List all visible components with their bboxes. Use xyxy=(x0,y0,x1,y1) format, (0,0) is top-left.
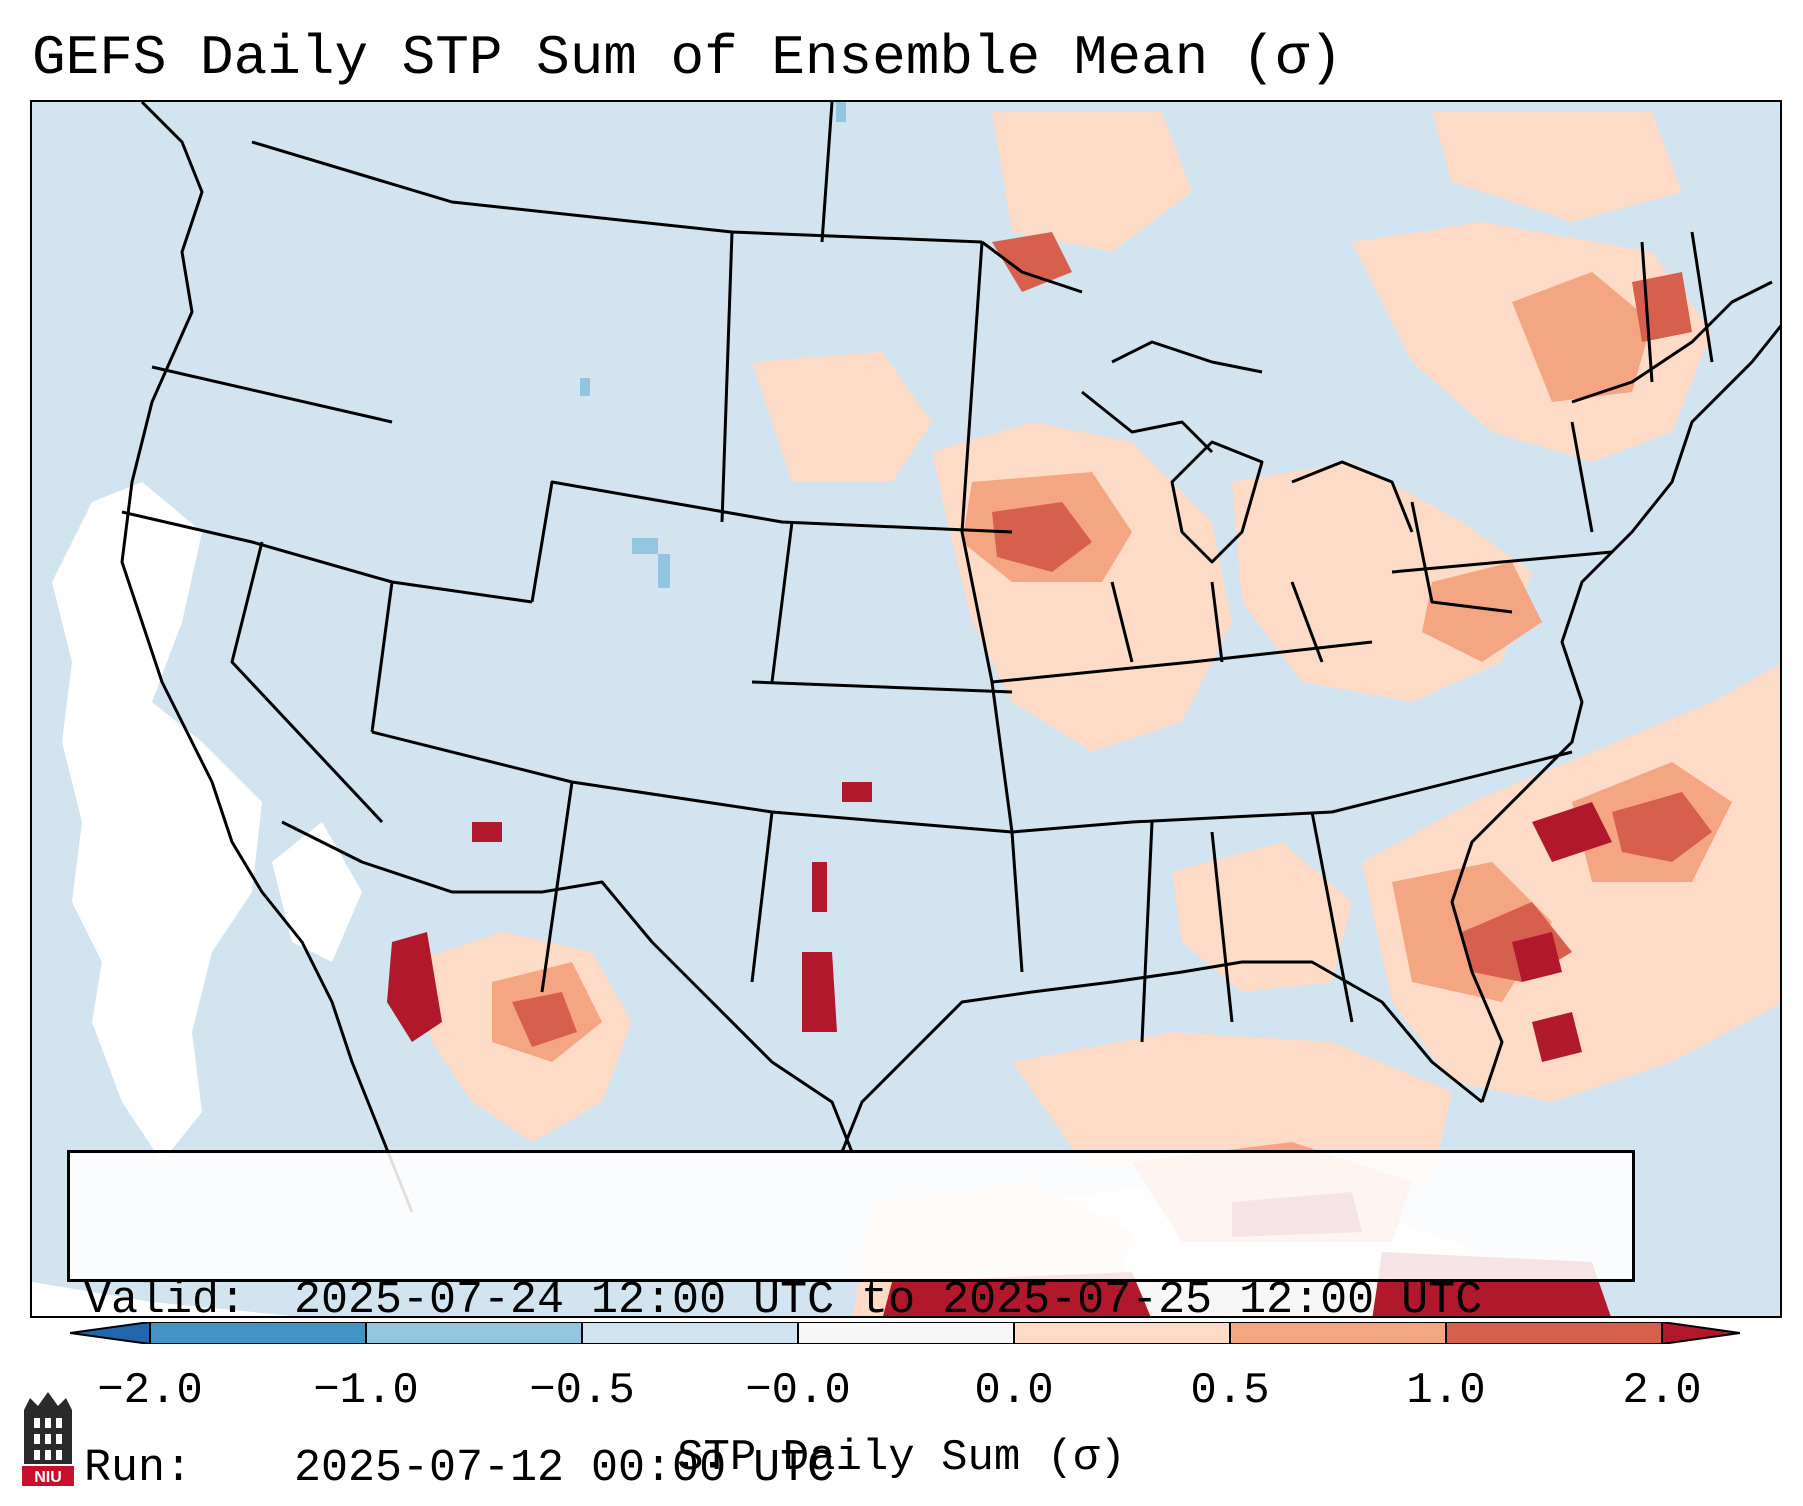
colorbar-seg-5 xyxy=(1014,1322,1230,1344)
colorbar xyxy=(70,1322,1740,1344)
colorbar-label: STP Daily Sum (σ) xyxy=(677,1433,1126,1483)
colorbar-under-arrow xyxy=(70,1322,150,1344)
colorbar-seg-7 xyxy=(1446,1322,1662,1344)
us-canada-border xyxy=(251,140,983,244)
logo-text: NIU xyxy=(34,1469,62,1486)
valid-info-box: Valid: 2025-07-24 12:00 UTC to 2025-07-25… xyxy=(67,1150,1635,1494)
gulf-coast xyxy=(840,960,1483,1153)
valid-label: Valid: xyxy=(84,1275,247,1326)
neutral-zone-pacific xyxy=(32,482,362,1316)
colorbar-tick: −1.0 xyxy=(313,1366,419,1416)
run-label: Run: xyxy=(84,1443,193,1494)
niu-logo: NIU xyxy=(22,1392,74,1486)
colorbar-tick: 2.0 xyxy=(1622,1366,1702,1416)
map-panel xyxy=(30,100,1782,1318)
colorbar-seg-1 xyxy=(150,1322,366,1344)
colorbar-seg-4 xyxy=(798,1322,1014,1344)
stp-map xyxy=(32,102,1780,1316)
anomaly-negative xyxy=(580,102,846,588)
boundaries xyxy=(120,102,1780,1213)
run-value: 2025-07-12 00:00 UTC xyxy=(294,1443,835,1494)
colorbar-tick: −2.0 xyxy=(97,1366,203,1416)
colorbar-tick: 1.0 xyxy=(1406,1366,1486,1416)
colorbar-seg-3 xyxy=(582,1322,798,1344)
colorbar-tick: −0.5 xyxy=(529,1366,635,1416)
mexico-border xyxy=(281,820,854,1153)
colorbar-tick: −0.0 xyxy=(745,1366,851,1416)
valid-value: 2025-07-24 12:00 UTC to 2025-07-25 12:00… xyxy=(294,1275,1483,1326)
map-title: GEFS Daily STP Sum of Ensemble Mean (σ) xyxy=(32,26,1343,90)
colorbar-seg-2 xyxy=(366,1322,582,1344)
colorbar-over-arrow xyxy=(1662,1322,1740,1344)
atlantic-coast xyxy=(1450,324,1780,1103)
colorbar-tick: 0.5 xyxy=(1190,1366,1270,1416)
colorbar-seg-6 xyxy=(1230,1322,1446,1344)
coastline-west xyxy=(120,102,414,1213)
colorbar-tick: 0.0 xyxy=(974,1366,1054,1416)
